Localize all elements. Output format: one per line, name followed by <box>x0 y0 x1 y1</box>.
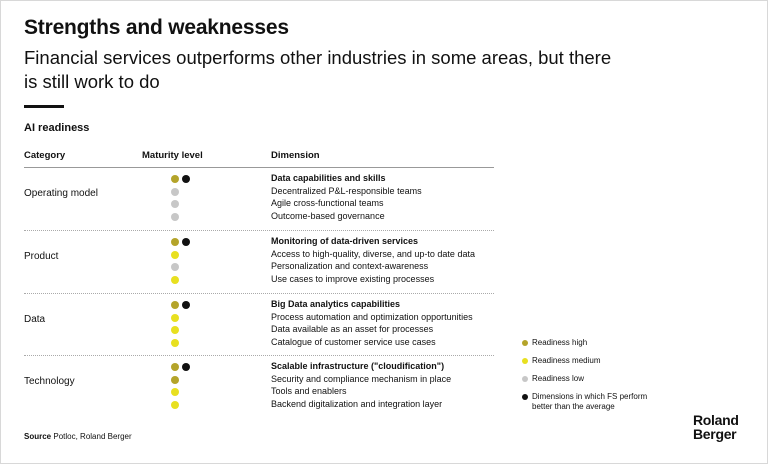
maturity-dot-better-than-average <box>182 363 190 371</box>
dimension-header: Data capabilities and skills <box>271 173 386 183</box>
legend-label: Readiness medium <box>532 356 601 365</box>
accent-bar <box>24 105 64 108</box>
maturity-dot-low <box>171 187 179 196</box>
legend-dot-medium <box>522 358 528 364</box>
maturity-dot-medium <box>171 326 179 335</box>
dimension-item: Decentralized P&L-responsible teams <box>271 185 422 196</box>
maturity-dot-high <box>171 375 179 384</box>
dimension-header: Monitoring of data-driven services <box>271 236 419 246</box>
logo-line-1: Roland <box>693 412 739 428</box>
source-text: Potloc, Roland Berger <box>53 432 132 441</box>
category-label: Product <box>24 250 59 262</box>
page-subtitle: Financial services outperforms other ind… <box>24 47 612 92</box>
maturity-dot-better-than-average <box>182 238 190 246</box>
group-separator <box>24 230 494 231</box>
dimension-item: Process automation and optimization oppo… <box>271 311 473 322</box>
maturity-dot-high <box>171 238 179 246</box>
maturity-dot-high <box>171 175 179 183</box>
legend-label: Dimensions in which FS perform better th… <box>532 392 648 411</box>
maturity-dot-medium <box>171 388 179 397</box>
dimension-item: Data available as an asset for processes <box>271 324 434 335</box>
maturity-dot-medium <box>171 313 179 322</box>
column-header-category: Category <box>24 150 66 161</box>
dimension-header: Big Data analytics capabilities <box>271 299 401 309</box>
dimension-header: Scalable infrastructure ("cloudification… <box>271 361 445 371</box>
maturity-dot-better-than-average <box>182 175 190 183</box>
group-separator <box>24 355 494 356</box>
maturity-dot-medium <box>171 338 179 347</box>
source-note: Source Potloc, Roland Berger <box>24 432 132 441</box>
dimension-item: Personalization and context-awareness <box>271 261 429 272</box>
category-label: Data <box>24 313 46 325</box>
maturity-dot-medium <box>171 275 179 284</box>
dimension-item: Catalogue of customer service use cases <box>271 336 436 347</box>
legend-dot-low <box>522 376 528 382</box>
section-label: AI readiness <box>24 122 90 134</box>
category-label: Operating model <box>24 187 98 199</box>
legend-label: Readiness high <box>532 338 588 347</box>
maturity-dot-low <box>171 263 179 272</box>
maturity-dot-high <box>171 301 179 309</box>
maturity-dot-medium <box>171 250 179 259</box>
dimension-item: Tools and enablers <box>271 386 347 397</box>
logo-line-2: Berger <box>693 426 737 442</box>
dimension-item: Backend digitalization and integration l… <box>271 398 443 409</box>
table-header-rule <box>24 167 494 168</box>
legend-dot-high <box>522 340 528 346</box>
maturity-dot-medium <box>171 400 179 409</box>
maturity-dot-high <box>171 363 179 371</box>
legend-label: Readiness low <box>532 374 585 383</box>
legend-dot-better-than-average <box>522 394 528 400</box>
maturity-dot-low <box>171 212 179 221</box>
maturity-dot-low <box>171 200 179 209</box>
column-header-maturity: Maturity level <box>142 150 203 161</box>
source-label: Source <box>24 432 52 441</box>
dimension-item: Security and compliance mechanism in pla… <box>271 373 452 384</box>
group-separator <box>24 293 494 294</box>
dimension-item: Agile cross-functional teams <box>271 198 384 209</box>
dimension-item: Access to high-quality, diverse, and up-… <box>271 248 475 259</box>
category-label: Technology <box>24 375 75 387</box>
page-title: Strengths and weaknesses <box>24 16 289 39</box>
dimension-item: Outcome-based governance <box>271 210 385 221</box>
dimension-item: Use cases to improve existing processes <box>271 273 435 284</box>
maturity-dot-better-than-average <box>182 301 190 309</box>
column-header-dimension: Dimension <box>271 150 320 161</box>
roland-berger-logo: Roland Berger <box>693 413 739 441</box>
